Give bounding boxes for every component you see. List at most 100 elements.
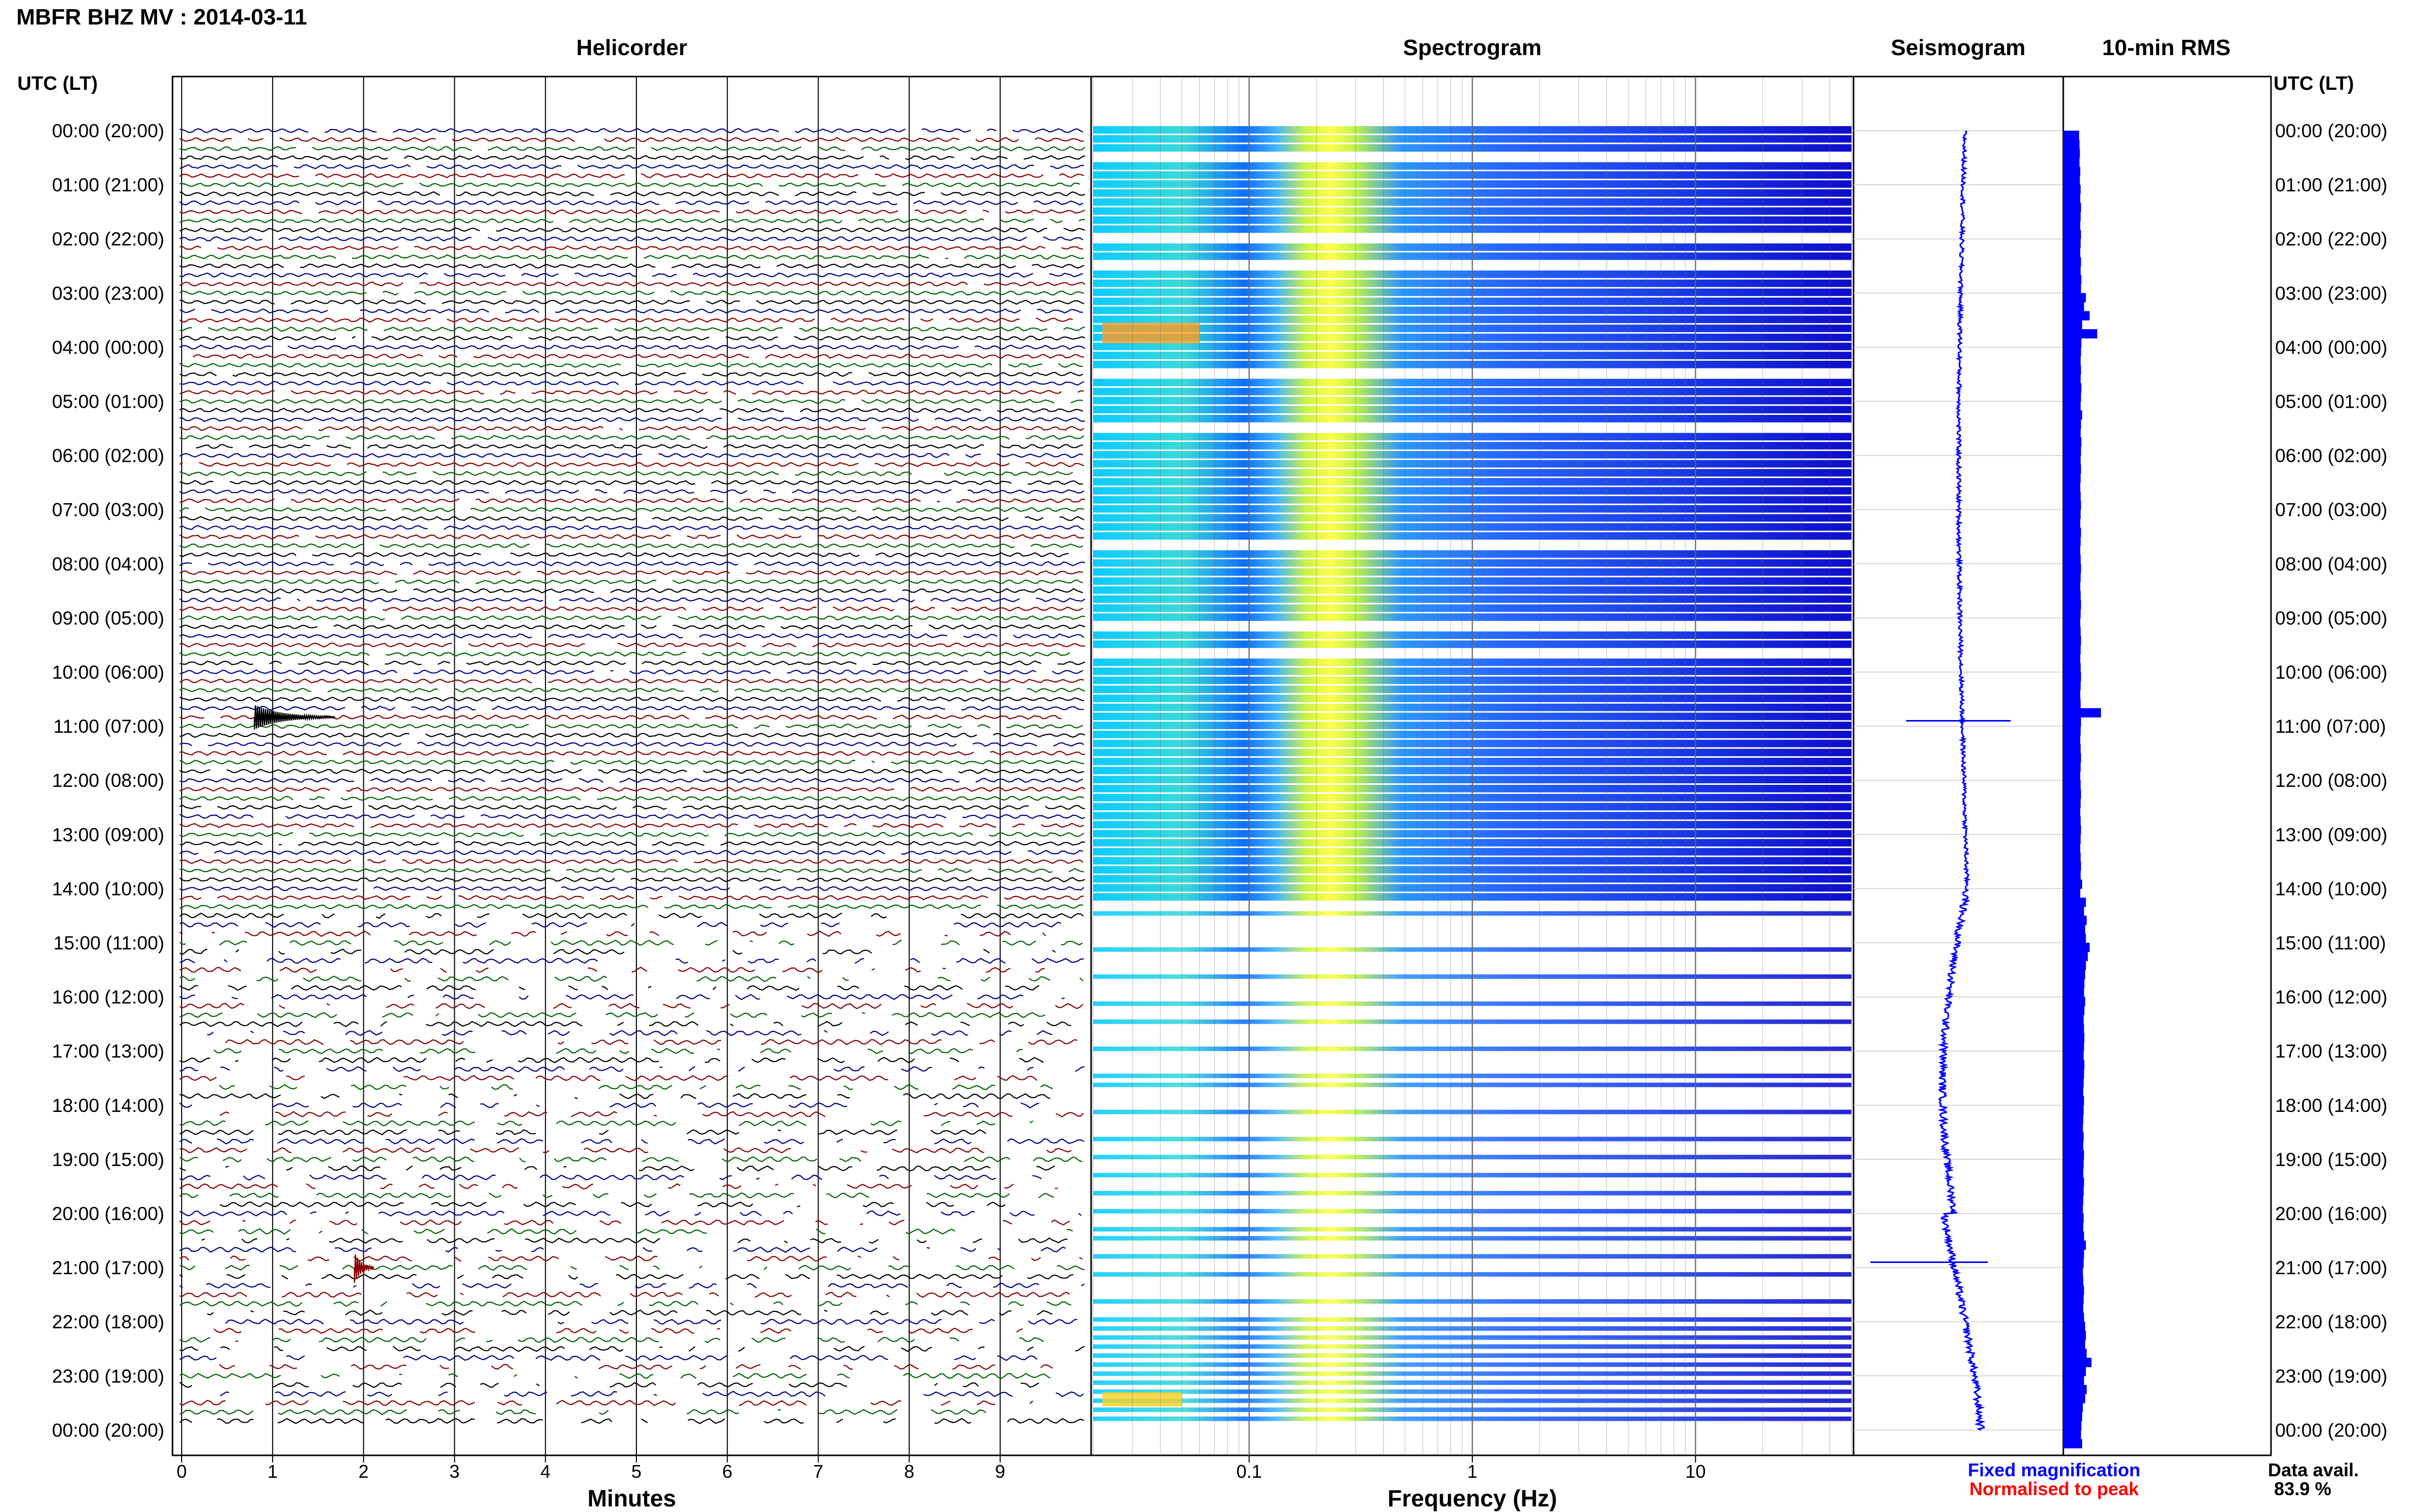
data-availability-value: 83.9 %: [2274, 1478, 2331, 1499]
rms-bar: [2063, 1330, 2086, 1341]
rms-bar: [2063, 329, 2097, 339]
rms-bar: [2063, 302, 2084, 312]
helicorder-trace: [179, 435, 1084, 440]
right-time-label: 15:00 (11:00): [2275, 933, 2386, 954]
left-time-label: 12:00 (08:00): [52, 770, 164, 791]
helicorder-trace: [179, 362, 1083, 368]
helicorder-trace: [179, 1291, 1070, 1298]
helicorder-trace: [179, 1011, 1046, 1019]
rms-bar: [2063, 735, 2081, 745]
right-time-label: 10:00 (06:00): [2275, 662, 2387, 683]
left-time-label: 07:00 (03:00): [52, 500, 164, 520]
helicorder-trace: [179, 254, 1084, 260]
rms-bar: [2063, 871, 2081, 880]
right-time-label: 21:00 (17:00): [2275, 1257, 2387, 1278]
rms-bar: [2063, 563, 2081, 573]
helicorder-x-ticks: 0 1 2 3 4 5 6 7 8 9: [177, 1455, 1005, 1482]
rms-bar: [2063, 536, 2081, 546]
left-time-label: 09:00 (05:00): [52, 608, 164, 629]
rms-bar: [2063, 708, 2101, 717]
helicorder-trace: [179, 462, 1084, 467]
helicorder-trace: [179, 498, 1085, 504]
helicorder-trace: [179, 164, 1084, 169]
rms-bar: [2063, 681, 2081, 690]
rms-bar: [2063, 1132, 2084, 1142]
rms-bar: [2063, 437, 2082, 447]
rms-panel-title: 10-min RMS: [2102, 35, 2231, 60]
helicorder-trace: [219, 1391, 1084, 1397]
helicorder-trace: [179, 1138, 1084, 1145]
rms-bar: [2063, 311, 2090, 320]
helicorder-trace: [179, 453, 1083, 458]
helicorder-trace: [179, 966, 1045, 973]
helicorder-trace: [179, 832, 1084, 837]
helicorder-trace: [179, 426, 1084, 431]
helicorder-tick-label: 9: [995, 1461, 1005, 1482]
helicorder-trace: [179, 218, 1085, 224]
helicorder-trace: [179, 561, 1085, 566]
helicorder-trace: [179, 804, 1085, 810]
spectrogram-x-axis-label: Frequency (Hz): [1388, 1485, 1557, 1511]
helicorder-tick-label: 1: [267, 1461, 278, 1482]
right-time-label: 00:00 (20:00): [2275, 120, 2387, 141]
helicorder-trace: [179, 633, 1084, 639]
rms-bar: [2063, 482, 2081, 492]
helicorder-trace: [179, 769, 1084, 774]
helicorder-trace: [179, 777, 1083, 783]
helicorder-trace: [179, 759, 1084, 765]
helicorder-trace: [179, 543, 1083, 549]
helicorder-trace: [179, 939, 1083, 946]
rms-bar: [2063, 401, 2081, 411]
left-time-label: 00:00 (20:00): [52, 120, 164, 141]
helicorder-event-trace: [354, 1254, 375, 1283]
rms-bar: [2063, 347, 2081, 357]
helicorder-tick-label: 4: [540, 1461, 551, 1482]
helicorder-x-axis-label: Minutes: [587, 1485, 676, 1511]
helicorder-trace: [179, 1210, 1082, 1217]
helicorder-trace: [179, 732, 1085, 738]
rms-bar: [2063, 609, 2081, 618]
helicorder-trace: [179, 723, 1083, 729]
helicorder-trace: [179, 317, 1073, 323]
station-date-title: MBFR BHZ MV : 2014-03-11: [16, 5, 307, 30]
left-time-label: 16:00 (12:00): [52, 987, 164, 1008]
helicorder-trace: [179, 137, 1084, 142]
rms-bar: [2063, 1186, 2084, 1196]
rms-bar: [2063, 139, 2080, 149]
helicorder-trace: [179, 516, 1084, 522]
left-time-label: 10:00 (06:00): [52, 662, 164, 683]
helicorder-trace: [179, 678, 1084, 684]
helicorder-trace: [179, 1147, 1072, 1154]
helicorder-trace: [179, 687, 1085, 693]
rms-bar: [2063, 230, 2081, 239]
helicorder-trace: [179, 912, 1084, 919]
right-time-label: 22:00 (18:00): [2275, 1311, 2387, 1332]
rms-bar: [2063, 1195, 2084, 1205]
right-time-label: 09:00 (05:00): [2275, 608, 2387, 629]
left-time-label: 06:00 (02:00): [52, 445, 164, 466]
rms-bar: [2063, 898, 2086, 907]
rms-bar: [2063, 1006, 2085, 1015]
rms-bar: [2063, 419, 2081, 429]
helicorder-panel-title: Helicorder: [576, 35, 687, 60]
helicorder-trace: [179, 975, 1083, 982]
rms-bar: [2063, 176, 2080, 185]
rms-bar: [2063, 473, 2081, 483]
right-time-label: 02:00 (22:00): [2275, 229, 2387, 250]
helicorder-trace: [179, 1021, 1072, 1027]
helicorder-trace: [179, 128, 1083, 134]
rms-bar: [2063, 1276, 2084, 1286]
rms-bar: [2063, 528, 2081, 537]
seismogram-panel: [1853, 76, 2271, 1456]
rms-bar: [2063, 185, 2081, 194]
helicorder-trace: [179, 904, 1083, 909]
rms-bar: [2063, 1033, 2085, 1043]
rms-bar: [2063, 645, 2081, 655]
rms-bar: [2063, 320, 2082, 330]
helicorder-trace: [179, 534, 1084, 539]
right-time-label: 18:00 (14:00): [2275, 1095, 2387, 1116]
helicorder-trace: [179, 1228, 1073, 1235]
helicorder-trace: [179, 263, 1084, 269]
helicorder-trace: [179, 660, 1085, 666]
rms-bar: [2063, 166, 2081, 176]
